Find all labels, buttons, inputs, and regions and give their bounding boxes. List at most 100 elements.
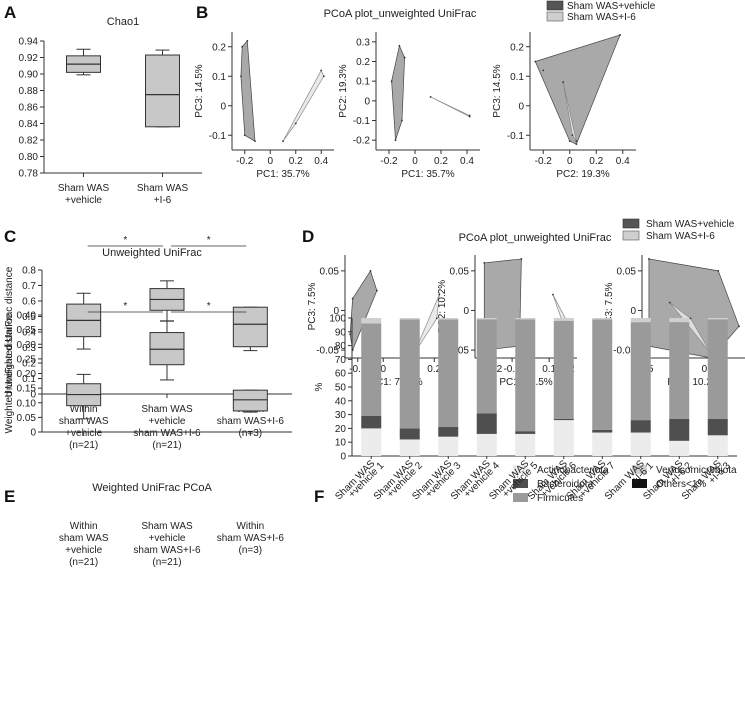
legend-d-label-vehicle: Sham WAS+vehicle xyxy=(646,219,735,230)
F-bar-4-seg-0 xyxy=(515,433,536,456)
legend-f-label-bacter: Bacteroidota xyxy=(537,479,594,490)
D-sub0-x-tick-label-1: 0 xyxy=(380,364,386,375)
B-sub2-x-tick-label-3: 0.4 xyxy=(616,156,630,167)
legend-f-label-others: Others<1% xyxy=(656,479,706,490)
F-y-tick-label-6: 60 xyxy=(335,369,347,380)
E-y-tick-label-4: 0.20 xyxy=(17,369,37,380)
D-sub0-x-tick-label-3: 0.2 xyxy=(427,364,441,375)
B-sub2-y-tick-label-3: 0.2 xyxy=(510,42,524,53)
chart-c-title: Unweighted UniFrac xyxy=(102,247,202,259)
F-bar-2-seg-1 xyxy=(438,427,459,437)
B-sub2-point-i6-1 xyxy=(575,140,578,143)
legend-f-swatch-verruco xyxy=(632,465,647,474)
B-sub0-y-tick-label-2: 0.1 xyxy=(212,72,226,83)
B-sub0-x-tick-label-1: 0 xyxy=(267,156,273,167)
F-bar-5-seg-2 xyxy=(553,320,574,419)
B-sub1-x-tick-label-2: 0.2 xyxy=(434,156,448,167)
E-sig-star-0: * xyxy=(123,301,127,312)
B-sub0-x-axis-label: PC1: 35.7% xyxy=(256,169,309,180)
B-sub0-point-i6-1 xyxy=(322,75,325,78)
A-category-label-0-1: +vehicle xyxy=(65,195,102,206)
B-sub1-y-tick-label-2: 0 xyxy=(364,96,370,107)
A-y-tick-label-6: 0.90 xyxy=(19,70,39,81)
legend-f-label-verruco: Verrucomicrobiota xyxy=(656,465,737,476)
legend-f-label-actino: Actinobacteriota xyxy=(537,465,609,476)
D-sub0-point-i6-2 xyxy=(435,317,438,320)
B-sub1-hull-vehicle xyxy=(391,44,405,141)
F-bar-7-seg-2 xyxy=(630,322,651,421)
E-category-label-0-2: +vehicle xyxy=(65,545,102,556)
B-sub0-point-i6-0 xyxy=(282,140,284,143)
F-bar-4-seg-1 xyxy=(515,431,536,434)
B-sub2-hull-i6 xyxy=(562,82,577,142)
F-bar-8-seg-0 xyxy=(669,440,690,456)
A-y-tick-label-0: 0.78 xyxy=(19,169,39,180)
C-y-tick-label-5: 0.5 xyxy=(22,312,36,323)
panel-label-a: A xyxy=(4,3,16,22)
F-bar-9-seg-1 xyxy=(707,418,728,436)
legend-f-label-firm: Firmicutes xyxy=(537,493,583,504)
B-sub2-point-vehicle-0 xyxy=(534,60,537,63)
chart-a-title: Chao1 xyxy=(107,16,139,28)
D-sub2-x-axis-label: PC2: 10.2% xyxy=(667,377,720,388)
B-sub0-y-tick-label-1: 0 xyxy=(220,101,226,112)
E-category-label-1-2: sham WAS+I-6 xyxy=(133,545,201,556)
F-bar-8-seg-2 xyxy=(669,322,690,419)
C-category-label-2-1: sham WAS+I-6 xyxy=(217,416,285,427)
B-sub2-x-tick-label-2: 0.2 xyxy=(589,156,603,167)
A-y-tick-label-3: 0.84 xyxy=(19,119,39,130)
B-sub2-point-vehicle-2 xyxy=(619,34,621,36)
A-category-label-0-0: Sham WAS xyxy=(58,183,110,194)
B-sub1-y-tick-label-4: 0.2 xyxy=(356,57,370,68)
D-sub1-y-tick-label-2: 0.05 xyxy=(450,266,470,277)
F-bar-8-seg-1 xyxy=(669,418,690,441)
F-bar-0-seg-1 xyxy=(361,415,382,429)
F-bar-2-seg-0 xyxy=(438,436,459,456)
E-y-tick-label-5: 0.25 xyxy=(17,354,37,365)
E-category-label-0-3: (n=21) xyxy=(69,557,98,568)
chart-b-title: PCoA plot_unweighted UniFrac xyxy=(324,8,477,20)
A-y-tick-label-7: 0.92 xyxy=(19,53,39,64)
A-y-tick-label-5: 0.88 xyxy=(19,86,39,97)
B-sub1-point-vehicle-3 xyxy=(394,139,397,142)
B-sub2-hull-vehicle xyxy=(534,34,621,145)
F-bar-6-seg-0 xyxy=(592,432,613,456)
B-sub0-point-i6-2 xyxy=(320,69,323,72)
C-y-tick-label-2: 0.2 xyxy=(22,359,36,370)
D-sub2-hull-i6 xyxy=(669,302,712,355)
F-bar-2-seg-2 xyxy=(438,319,459,428)
D-sub2-point-i6-0 xyxy=(668,301,671,304)
C-category-label-0-3: (n=21) xyxy=(69,440,98,451)
F-bar-3-seg-1 xyxy=(476,413,497,434)
F-bar-9-seg-0 xyxy=(707,435,728,456)
F-bar-1-seg-2 xyxy=(399,319,420,429)
D-sub1-y-tick-label-1: 0 xyxy=(463,306,469,317)
D-sub1-point-i6-0 xyxy=(551,293,554,296)
A-category-label-1-0: Sham WAS xyxy=(137,183,189,194)
B-sub0-point-vehicle-0 xyxy=(241,45,244,48)
F-bar-1-seg-1 xyxy=(399,428,420,440)
E-y-tick-label-3: 0.15 xyxy=(17,384,37,395)
E-category-label-0-0: Within xyxy=(70,521,98,532)
D-sub0-point-vehicle-4 xyxy=(349,333,351,336)
legend-f-swatch-firm xyxy=(513,493,528,502)
legend-b-swatch-i6 xyxy=(546,11,564,22)
B-sub2-x-tick-label-0: -0.2 xyxy=(535,156,553,167)
B-sub1-y-tick-label-3: 0.1 xyxy=(356,77,370,88)
B-sub2-x-tick-label-1: 0 xyxy=(567,156,573,167)
F-bar-2-seg-3 xyxy=(438,318,459,320)
D-sub2-point-vehicle-1 xyxy=(717,269,720,272)
F-bar-3-seg-0 xyxy=(476,433,497,456)
chart-d-title: PCoA plot_unweighted UniFrac xyxy=(459,232,612,244)
legend-b: Sham WAS+vehicle Sham WAS+I-6 xyxy=(546,0,656,23)
panel-label-e: E xyxy=(4,487,15,506)
C-y-axis-label: Unweighted UniFrac distance xyxy=(4,266,15,397)
F-y-tick-label-3: 30 xyxy=(335,410,347,421)
E-category-label-0-1: sham WAS xyxy=(59,533,109,544)
F-bar-1-seg-3 xyxy=(399,318,420,320)
B-sub2-point-i6-0 xyxy=(562,81,565,84)
F-y-tick-label-0: 0 xyxy=(340,452,346,463)
B-sub0-y-axis-label: PC3: 14.5% xyxy=(194,64,205,117)
